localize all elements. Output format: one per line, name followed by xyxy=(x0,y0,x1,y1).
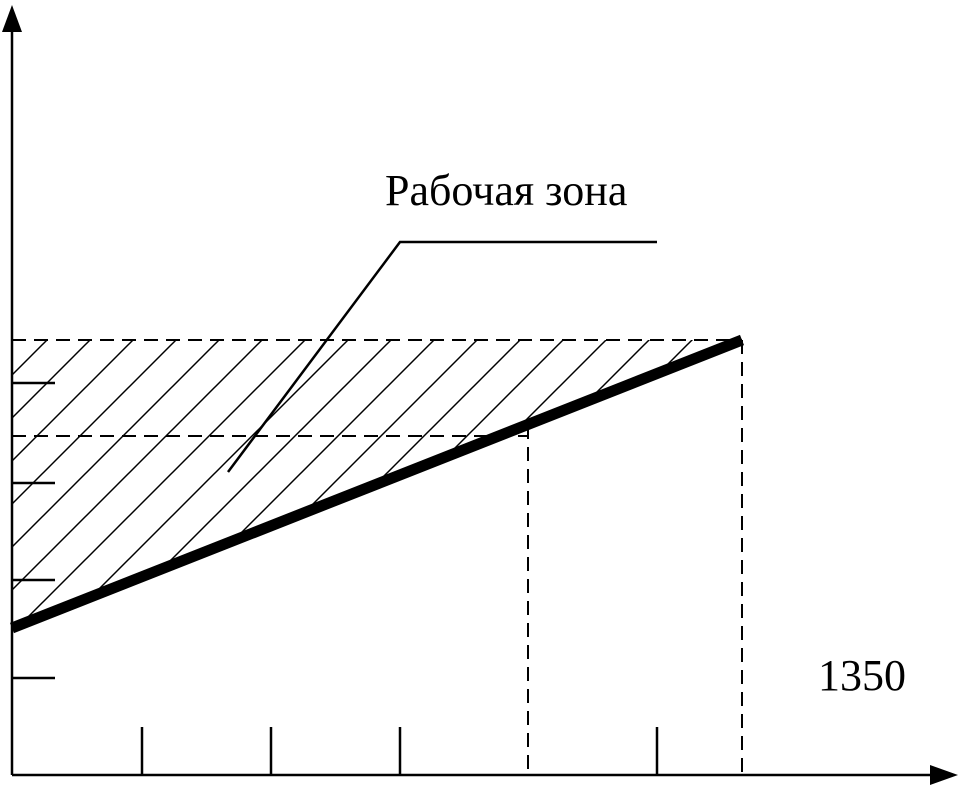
boundary-line xyxy=(9,334,745,634)
y-arrow xyxy=(2,5,22,32)
zone-label: Рабочая зона xyxy=(385,166,627,215)
x-arrow xyxy=(930,765,958,785)
leader-line xyxy=(226,240,657,473)
dashed-guides xyxy=(12,339,743,775)
axes xyxy=(10,25,940,777)
value-label: 1350 xyxy=(818,651,906,700)
